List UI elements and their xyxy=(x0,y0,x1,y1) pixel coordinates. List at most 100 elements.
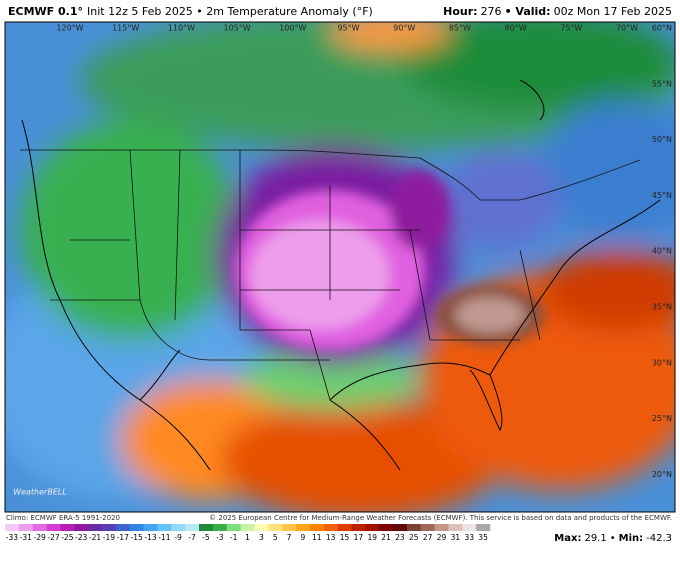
colorbar-swatch xyxy=(102,524,117,531)
colorbar-label: 19 xyxy=(367,533,377,542)
colorbar-swatch xyxy=(199,524,214,531)
colorbar-swatch xyxy=(406,524,422,531)
model: ECMWF 0.1° xyxy=(8,5,83,18)
colorbar-label: -11 xyxy=(158,533,170,542)
colorbar-label: 13 xyxy=(326,533,336,542)
colorbar-swatch xyxy=(212,524,228,531)
anomaly-field xyxy=(5,22,675,512)
header-right: Hour: 276 • Valid: 00z Mon 17 Feb 2025 xyxy=(443,5,672,18)
map-frame xyxy=(4,21,676,513)
coastline xyxy=(21,79,661,471)
colorbar-label: -13 xyxy=(144,533,156,542)
colorbar-label: 3 xyxy=(259,533,264,542)
colorbar-swatch xyxy=(74,524,89,531)
colorbar-swatch xyxy=(171,524,186,531)
colorbar-label: -31 xyxy=(20,533,32,542)
lon-label: 90°W xyxy=(393,24,415,33)
lon-label: 100°W xyxy=(279,24,306,33)
lat-label: 30°N xyxy=(652,358,672,367)
colorbar-label: 25 xyxy=(409,533,419,542)
colorbar-swatch xyxy=(46,524,61,531)
map: WeatherBELL xyxy=(5,22,675,512)
header-title: Init 12z 5 Feb 2025 • 2m Temperature Ano… xyxy=(87,5,373,18)
lon-label: 120°W xyxy=(56,24,83,33)
colorbar-swatch xyxy=(448,524,463,531)
colorbar-label: 11 xyxy=(312,533,322,542)
colorbar-swatch xyxy=(240,524,255,531)
colorbar-label: -33 xyxy=(6,533,18,542)
header-left: ECMWF 0.1° Init 12z 5 Feb 2025 • 2m Tempe… xyxy=(8,5,373,18)
colorbar-label: 9 xyxy=(301,533,306,542)
max-label: Max: xyxy=(554,533,581,544)
colorbar-label: -7 xyxy=(188,533,196,542)
min: -42.3 xyxy=(646,533,672,544)
colorbar-swatch xyxy=(5,524,20,531)
colorbar-swatch xyxy=(32,524,47,531)
colorbar-label: -29 xyxy=(34,533,46,542)
colorbar-label: 31 xyxy=(451,533,461,542)
colorbar-label: 7 xyxy=(287,533,292,542)
colorbar-swatch xyxy=(296,524,311,531)
colorbar-label: 29 xyxy=(437,533,447,542)
colorbar-swatch xyxy=(434,524,449,531)
colorbar-label: 33 xyxy=(464,533,474,542)
lon-label: 105°W xyxy=(224,24,251,33)
colorbar-swatch xyxy=(323,524,338,531)
colorbar-swatch xyxy=(351,524,366,531)
colorbar-swatch xyxy=(60,524,75,531)
colorbar-label: -15 xyxy=(131,533,143,542)
colorbar-label: -5 xyxy=(202,533,210,542)
colorbar-label: -3 xyxy=(216,533,224,542)
hour: 276 xyxy=(481,5,502,18)
colorbar: -33 -31 -29 -27 -25 -23 -21 -19 -17 -15 -13 -11 -9 -7… xyxy=(5,524,491,542)
colorbar-swatch xyxy=(420,524,435,531)
colorbar-swatch xyxy=(268,524,283,531)
colorbar-label: -17 xyxy=(117,533,129,542)
lat-label: 45°N xyxy=(652,191,672,200)
lat-label: 60°N xyxy=(652,24,672,33)
logo: WeatherBELL xyxy=(13,488,67,497)
colorbar-label: 17 xyxy=(354,533,364,542)
colorbar-swatch xyxy=(379,524,394,531)
colorbar-label: 21 xyxy=(381,533,391,542)
separator: • xyxy=(610,533,616,544)
lon-label: 85°W xyxy=(449,24,471,33)
colorbar-swatch xyxy=(185,524,200,531)
colorbar-swatch xyxy=(115,524,131,531)
colorbar-label: -9 xyxy=(174,533,182,542)
colorbar-swatch xyxy=(476,524,491,531)
colorbar-label: 35 xyxy=(478,533,488,542)
colorbar-swatch xyxy=(337,524,352,531)
colorbar-label: -19 xyxy=(103,533,115,542)
lat-label: 50°N xyxy=(652,135,672,144)
lat-label: 25°N xyxy=(652,414,672,423)
colorbar-label: 15 xyxy=(340,533,350,542)
lon-label: 115°W xyxy=(112,24,139,33)
valid: 00z Mon 17 Feb 2025 xyxy=(554,5,672,18)
lat-label: 40°N xyxy=(652,247,672,256)
colorbar-label: -27 xyxy=(47,533,59,542)
colorbar-swatch xyxy=(157,524,172,531)
colorbar-swatch xyxy=(226,524,241,531)
lon-label: 70°W xyxy=(616,24,638,33)
colorbar-swatch xyxy=(88,524,103,531)
colorbar-label: -1 xyxy=(230,533,238,542)
colorbar-swatch xyxy=(309,524,325,531)
colorbar-swatch xyxy=(143,524,158,531)
copyright: © 2025 European Centre for Medium-Range … xyxy=(209,514,672,522)
lon-label: 110°W xyxy=(168,24,195,33)
lat-label: 35°N xyxy=(652,303,672,312)
lat-label: 55°N xyxy=(652,79,672,88)
colorbar-label: -21 xyxy=(89,533,101,542)
hour-label: Hour: xyxy=(443,5,477,18)
max: 29.1 xyxy=(584,533,606,544)
colorbar-swatch xyxy=(254,524,269,531)
lon-labels: 120°W 115°W 110°W 105°W 100°W 95°W 90°W 85°W 80°… xyxy=(56,24,638,33)
lon-label: 75°W xyxy=(560,24,582,33)
colorbar-label: -25 xyxy=(61,533,73,542)
lat-label: 20°N xyxy=(652,470,672,479)
colorbar-swatch xyxy=(282,524,297,531)
lon-label: 80°W xyxy=(505,24,527,33)
colorbar-label: 5 xyxy=(273,533,278,542)
valid-label: • Valid: xyxy=(505,5,551,18)
